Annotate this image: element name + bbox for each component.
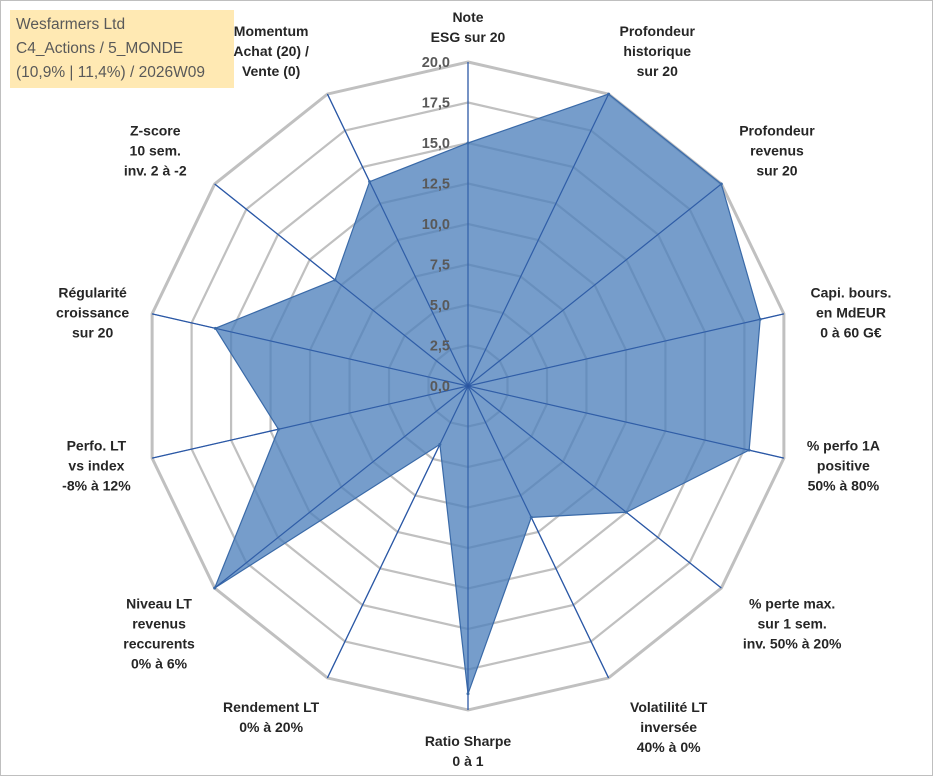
axis-label-13-line-2: Vente (0)	[242, 63, 300, 79]
title-company: Wesfarmers Ltd	[16, 16, 126, 33]
axis-label-5: % perte max. sur 1 sem. inv. 50% à 20%	[743, 595, 842, 651]
title-stats: (10,9% | 11,4%) / 2026W09	[16, 64, 205, 81]
axis-spoke-overlay-11	[152, 313, 469, 387]
axis-label-10-line-2: -8% à 12%	[62, 478, 131, 494]
axis-label-1-line-1: historique	[623, 43, 691, 59]
data-point-4	[747, 448, 751, 452]
data-point-9	[213, 586, 217, 590]
axis-label-12: Z-score 10 sem. inv. 2 à -2	[124, 123, 187, 179]
data-point-3	[758, 317, 762, 321]
data-point-5	[624, 510, 628, 514]
axis-label-4-line-1: positive	[817, 458, 870, 474]
axis-label-11-line-2: sur 20	[72, 324, 113, 340]
axis-spoke-overlay-13	[326, 93, 469, 387]
axis-label-7-line-0: Ratio Sharpe	[425, 733, 512, 749]
data-point-1	[607, 92, 611, 96]
axis-label-2-line-0: Profondeur	[739, 123, 815, 139]
tick-label-1: 2,5	[430, 339, 450, 355]
data-point-2	[719, 182, 723, 186]
axis-label-2: Profondeur revenus sur 20	[739, 123, 815, 179]
axis-label-4-line-2: 50% à 80%	[808, 478, 880, 494]
axis-label-8-line-0: Rendement LT	[223, 699, 320, 715]
axis-spoke-overlay-1	[467, 93, 610, 387]
axis-label-10-line-0: Perfo. LT	[67, 438, 127, 454]
axis-label-3: Capi. bours. en MdEUR 0 à 60 G€	[811, 284, 892, 340]
axis-label-4-line-0: % perfo 1A	[807, 438, 880, 454]
axis-label-13-line-1: Achat (20) /	[233, 43, 309, 59]
axis-spoke-overlay-9	[214, 385, 469, 589]
axis-spoke-overlay-5	[467, 385, 722, 589]
data-point-7	[466, 692, 470, 696]
axis-spoke-overlay-2	[467, 183, 722, 387]
axis-label-12-line-0: Z-score	[130, 123, 181, 139]
axis-label-6-line-1: inversée	[640, 719, 697, 735]
axis-label-5-line-2: inv. 50% à 20%	[743, 635, 842, 651]
axis-label-9-line-0: Niveau LT	[126, 595, 192, 611]
axis-label-5-line-1: sur 1 sem.	[758, 615, 827, 631]
chart-title-box: Wesfarmers Ltd C4_Actions / 5_MONDE (10,…	[10, 10, 234, 88]
axis-label-9-line-3: 0% à 6%	[131, 655, 188, 671]
axis-label-9: Niveau LT revenus reccurents 0% à 6%	[123, 595, 195, 671]
axis-label-4: % perfo 1A positive 50% à 80%	[807, 438, 880, 494]
axis-label-5-line-0: % perte max.	[749, 595, 835, 611]
axis-label-0-line-1: ESG sur 20	[431, 29, 506, 45]
tick-label-5: 12,5	[422, 177, 450, 193]
data-point-6	[529, 515, 533, 519]
data-point-11	[213, 326, 217, 330]
axis-label-10: Perfo. LT vs index -8% à 12%	[62, 438, 131, 494]
tick-label-6: 15,0	[422, 136, 450, 152]
axis-spoke-overlay-8	[326, 385, 469, 679]
axis-label-2-line-2: sur 20	[756, 163, 797, 179]
axis-spoke-overlay-3	[467, 313, 784, 387]
axis-label-12-line-2: inv. 2 à -2	[124, 163, 187, 179]
axis-label-11-line-0: Régularité	[58, 284, 127, 300]
axis-label-6-line-2: 40% à 0%	[637, 739, 701, 755]
axis-label-11-line-1: croissance	[56, 304, 129, 320]
data-point-8	[438, 442, 442, 446]
axis-label-1-line-0: Profondeur	[620, 23, 696, 39]
axis-label-6-line-0: Volatilité LT	[630, 699, 708, 715]
tick-label-2: 5,0	[430, 298, 450, 314]
axis-label-2-line-1: revenus	[750, 143, 804, 159]
tick-label-0: 0,0	[430, 379, 450, 395]
data-point-10	[276, 427, 280, 431]
tick-label-4: 10,0	[422, 217, 450, 233]
axis-label-13-line-0: Momentum	[234, 23, 309, 39]
axis-label-9-line-2: reccurents	[123, 635, 195, 651]
tick-label-7: 17,5	[422, 96, 450, 112]
axis-spoke-overlay-10	[152, 385, 469, 459]
axis-spoke-overlay-12	[214, 183, 469, 387]
axis-label-3-line-0: Capi. bours.	[811, 284, 892, 300]
data-point-12	[333, 278, 337, 282]
axis-label-1-line-2: sur 20	[637, 63, 678, 79]
axis-label-7-line-1: 0 à 1	[452, 753, 483, 769]
axis-label-9-line-1: revenus	[132, 615, 186, 631]
axis-spoke-overlay-6	[467, 385, 610, 679]
axis-label-7: Ratio Sharpe 0 à 1	[425, 733, 512, 769]
axis-spoke-overlay-4	[467, 385, 784, 459]
axis-label-0: Note ESG sur 20	[431, 9, 506, 45]
data-point-13	[368, 180, 372, 184]
axis-label-13: Momentum Achat (20) / Vente (0)	[233, 23, 309, 79]
data-point-0	[466, 141, 470, 145]
axis-label-12-line-1: 10 sem.	[130, 143, 181, 159]
title-category: C4_Actions / 5_MONDE	[16, 40, 184, 57]
axis-label-6: Volatilité LT inversée 40% à 0%	[630, 699, 708, 755]
tick-label-8: 20,0	[422, 55, 450, 71]
axis-label-10-line-1: vs index	[68, 458, 124, 474]
axis-label-1: Profondeur historique sur 20	[620, 23, 696, 79]
axis-label-3-line-2: 0 à 60 G€	[820, 324, 882, 340]
axis-label-3-line-1: en MdEUR	[816, 304, 886, 320]
tick-label-3: 7,5	[430, 258, 450, 274]
axis-label-0-line-0: Note	[452, 9, 483, 25]
axis-label-11: Régularité croissance sur 20	[56, 284, 129, 340]
axis-label-8-line-1: 0% à 20%	[239, 719, 303, 735]
axis-label-8: Rendement LT 0% à 20%	[223, 699, 320, 735]
